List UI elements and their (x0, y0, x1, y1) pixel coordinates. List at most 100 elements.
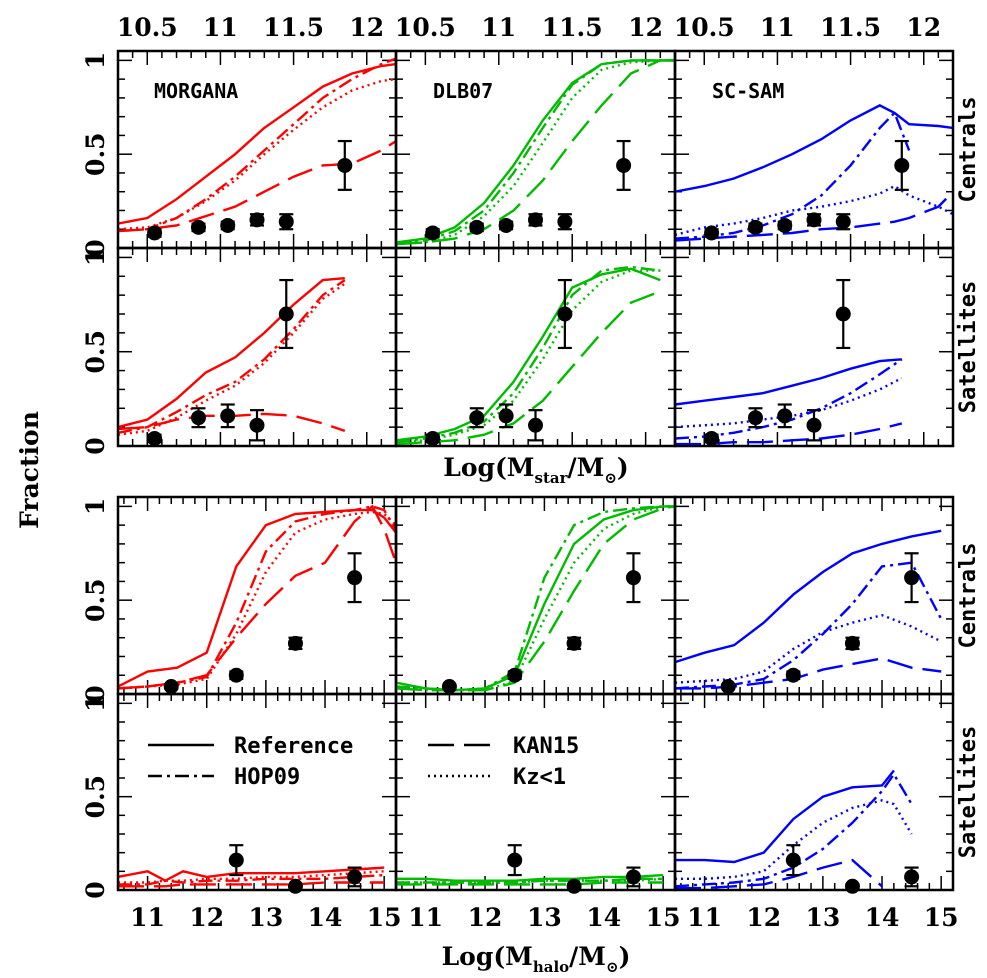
x-tick-label-bottom: 14 (865, 903, 900, 932)
x-tick-label-bottom: 14 (586, 903, 621, 932)
x-tick-label-top: 10.5 (117, 13, 178, 42)
x-tick-label-top: 10.5 (674, 13, 735, 42)
panel-sc-sam-star-cen (673, 49, 955, 250)
obs-point (528, 417, 543, 433)
series-solid-line (675, 104, 953, 193)
obs-point (228, 667, 244, 683)
x-tick-label-bottom: 13 (527, 903, 562, 932)
obs-point (190, 219, 206, 235)
panel-dlb07-star-sat (394, 246, 677, 448)
obs-point (249, 417, 265, 433)
y-tick-label: 1 (81, 498, 110, 515)
x-tick-label-top: 11 (481, 13, 516, 42)
series-dashdot-line (675, 561, 943, 690)
y-tick-label: 0.5 (81, 578, 110, 622)
x-axis-title-top: Log(Mstar/M⊙) (443, 453, 628, 487)
obs-point (163, 678, 179, 694)
obs-point (287, 635, 303, 651)
series-dotted-line (396, 269, 661, 444)
obs-point (425, 430, 441, 446)
x-tick-label-bottom: 12 (746, 903, 781, 932)
obs-point (835, 214, 851, 230)
series-dashdot-line (675, 772, 913, 888)
row-label: Satellites (956, 726, 981, 858)
obs-point (844, 878, 860, 894)
obs-point (904, 869, 920, 885)
obs-point (498, 217, 514, 233)
y-tick-label: 0.5 (81, 132, 110, 176)
panel-frame (116, 692, 398, 892)
series-solid-line (675, 769, 895, 864)
panel-dlb07-halo-sat (394, 692, 677, 894)
y-tick-label: 1 (81, 52, 110, 69)
panel-title: DLB07 (433, 79, 493, 103)
x-tick-label-top: 11.5 (820, 13, 881, 42)
panel-frame (394, 692, 677, 892)
obs-point (147, 430, 163, 446)
obs-point (441, 678, 457, 694)
obs-point (747, 219, 763, 235)
x-tick-label-bottom: 13 (248, 903, 283, 932)
x-tick-label-bottom: 11 (130, 903, 165, 932)
series-solid-line (118, 62, 396, 225)
obs-point (347, 869, 363, 885)
x-tick-label-bottom: 15 (367, 903, 402, 932)
x-tick-label-top: 11 (760, 13, 795, 42)
panel-frame (673, 692, 955, 892)
obs-point (469, 410, 485, 426)
series-solid-line (396, 873, 664, 882)
series-dotted-line (118, 77, 396, 231)
obs-point (806, 212, 822, 228)
series-dotted-line (675, 377, 903, 429)
obs-point (278, 306, 294, 322)
series-dotted-line (675, 799, 913, 880)
x-tick-label-bottom: 14 (308, 903, 343, 932)
obs-point (220, 408, 236, 424)
panel-morgana-halo-cen (116, 495, 398, 696)
y-tick-label: 0.5 (81, 330, 110, 374)
obs-point (777, 408, 793, 424)
panel-frame (673, 246, 955, 448)
y-tick-label: 0 (81, 437, 110, 454)
x-tick-label-bottom: 11 (687, 903, 722, 932)
series-dotted-line (118, 870, 385, 884)
series-solid-line (118, 277, 345, 429)
panel-sc-sam-halo-cen (673, 495, 955, 696)
x-axis-title-bottom: Log(Mhalo/M⊙) (442, 942, 631, 976)
series-longdash-line (396, 59, 675, 246)
series-longdash-line (118, 881, 385, 888)
panel-sc-sam-star-sat (673, 246, 955, 448)
series-dotted-line (675, 184, 953, 237)
panel-morgana-halo-sat (116, 692, 398, 894)
obs-point (616, 157, 632, 173)
x-tick-label-bottom: 11 (408, 903, 443, 932)
x-tick-label-bottom: 12 (189, 903, 224, 932)
series-solid-line (675, 358, 902, 406)
obs-point (507, 852, 523, 868)
obs-point (747, 410, 763, 426)
x-tick-label-bottom: 12 (468, 903, 503, 932)
obs-point (278, 214, 294, 230)
series-dotted-line (396, 59, 675, 246)
obs-point (566, 878, 582, 894)
panel-title: SC-SAM (712, 79, 784, 103)
legend-label: Reference (234, 734, 353, 759)
y-tick-label: 0.5 (81, 775, 110, 819)
x-tick-label-top: 11.5 (542, 13, 603, 42)
panel-morgana-star-sat (116, 246, 398, 448)
obs-point (469, 219, 485, 235)
obs-point (704, 430, 720, 446)
obs-point (625, 869, 641, 885)
obs-point (844, 635, 860, 651)
series-dashdot-line (118, 873, 385, 886)
x-tick-label-top: 12 (349, 13, 384, 42)
obs-point (347, 570, 363, 586)
x-tick-label-top: 12 (628, 13, 663, 42)
series-longdash-line (396, 881, 664, 886)
row-label: Satellites (956, 281, 981, 413)
obs-point (785, 852, 801, 868)
obs-point (337, 157, 353, 173)
x-tick-label-bottom: 13 (805, 903, 840, 932)
series-longdash-line (118, 140, 396, 233)
obs-point (249, 212, 265, 228)
